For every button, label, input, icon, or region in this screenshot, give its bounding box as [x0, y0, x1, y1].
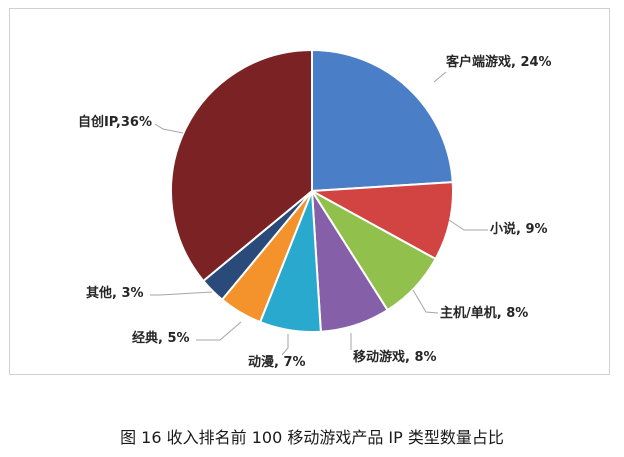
- leader-line: [154, 123, 184, 134]
- leader-line: [412, 289, 439, 314]
- pie-slice: [308, 181, 454, 261]
- data-label: 小说, 9%: [490, 221, 548, 237]
- leader-line: [150, 291, 213, 296]
- leader-line: [196, 321, 242, 341]
- data-label: 经典, 5%: [132, 330, 190, 346]
- data-label: 客户端游戏, 24%: [446, 54, 552, 70]
- data-label: 自创IP,36%: [78, 114, 152, 130]
- data-label: 移动游戏, 8%: [353, 349, 437, 365]
- data-label: 主机/单机, 8%: [440, 305, 528, 321]
- pie-slice: [170, 48, 313, 283]
- data-label: 动漫, 7%: [248, 354, 306, 370]
- pie-slice: [311, 48, 454, 193]
- pie-chart: 客户端游戏, 24% 小说, 9% 主机/单机, 8% 移动游戏, 8% 动漫, 7% 经…: [78, 48, 552, 370]
- data-label: 其他, 3%: [86, 285, 144, 301]
- leader-line: [433, 71, 447, 83]
- figure-caption: 图 16 收入排名前 100 移动游戏产品 IP 类型数量占比: [120, 428, 504, 447]
- leader-line: [448, 219, 488, 231]
- leader-line: [281, 334, 289, 356]
